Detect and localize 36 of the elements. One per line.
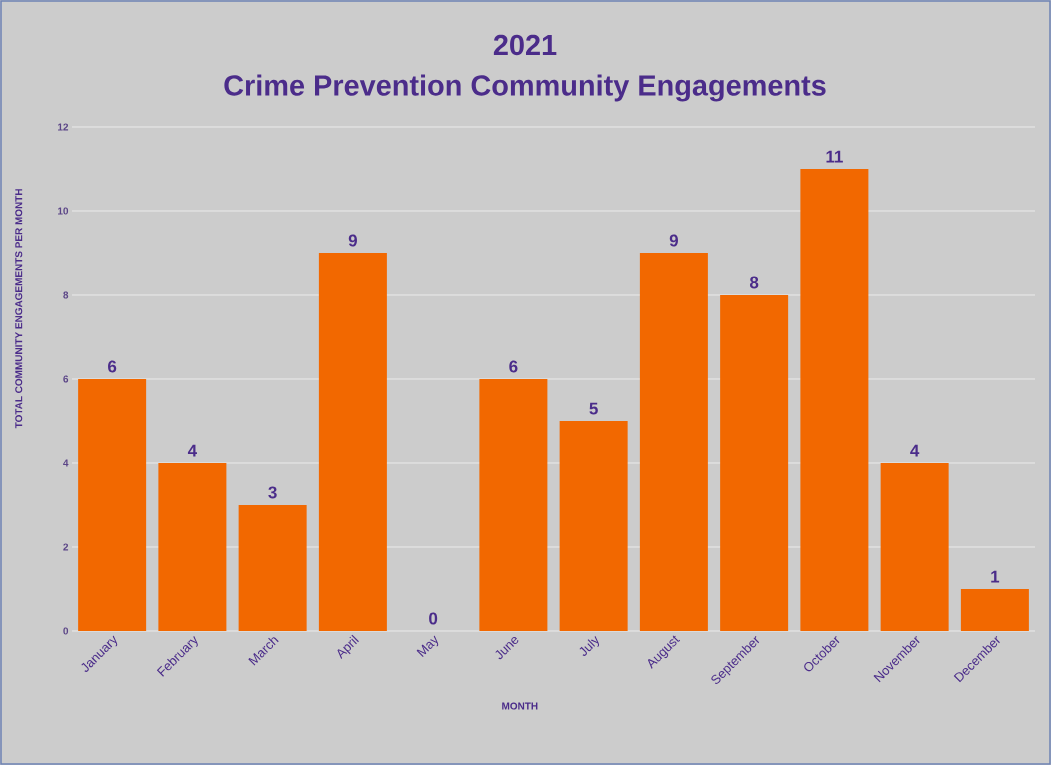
data-label: 11: [826, 150, 843, 163]
bar: [318, 252, 387, 631]
data-label: 8: [749, 276, 759, 289]
data-label: 9: [669, 234, 678, 247]
y-axis-title: TOTAL COMMUNITY ENGAGEMENTS PER MONTH: [15, 189, 23, 429]
x-tick-label: July: [579, 635, 600, 656]
data-label: 9: [348, 234, 357, 247]
bar: [158, 462, 227, 631]
y-tick-label: 8: [63, 291, 69, 299]
data-label: 5: [589, 402, 598, 415]
bar: [960, 588, 1029, 631]
bar: [238, 504, 307, 631]
y-tick-label: 4: [63, 459, 69, 467]
bar: [639, 252, 708, 631]
data-label: 0: [429, 612, 438, 625]
chart-subtitle: Crime Prevention Community Engagements: [224, 74, 826, 102]
bar: [720, 294, 789, 631]
y-tick-label: 12: [58, 123, 69, 131]
data-label: 3: [268, 486, 277, 499]
bar: [559, 420, 628, 631]
bar: [78, 378, 147, 631]
data-label: 4: [187, 444, 197, 457]
y-tick-label: 6: [63, 375, 69, 383]
bar: [880, 462, 949, 631]
data-label: 4: [910, 444, 920, 457]
y-tick-label: 0: [63, 627, 69, 635]
x-tick-label: May: [416, 635, 439, 657]
chart-title: 2021: [493, 34, 557, 56]
x-axis-title: MONTH: [502, 702, 538, 710]
bar: [800, 168, 869, 631]
data-label: 6: [108, 360, 117, 373]
y-tick-label: 2: [63, 543, 69, 551]
data-label: 1: [991, 570, 1000, 583]
data-label: 6: [509, 360, 518, 373]
bar: [479, 378, 548, 631]
y-tick-label: 10: [58, 207, 69, 215]
